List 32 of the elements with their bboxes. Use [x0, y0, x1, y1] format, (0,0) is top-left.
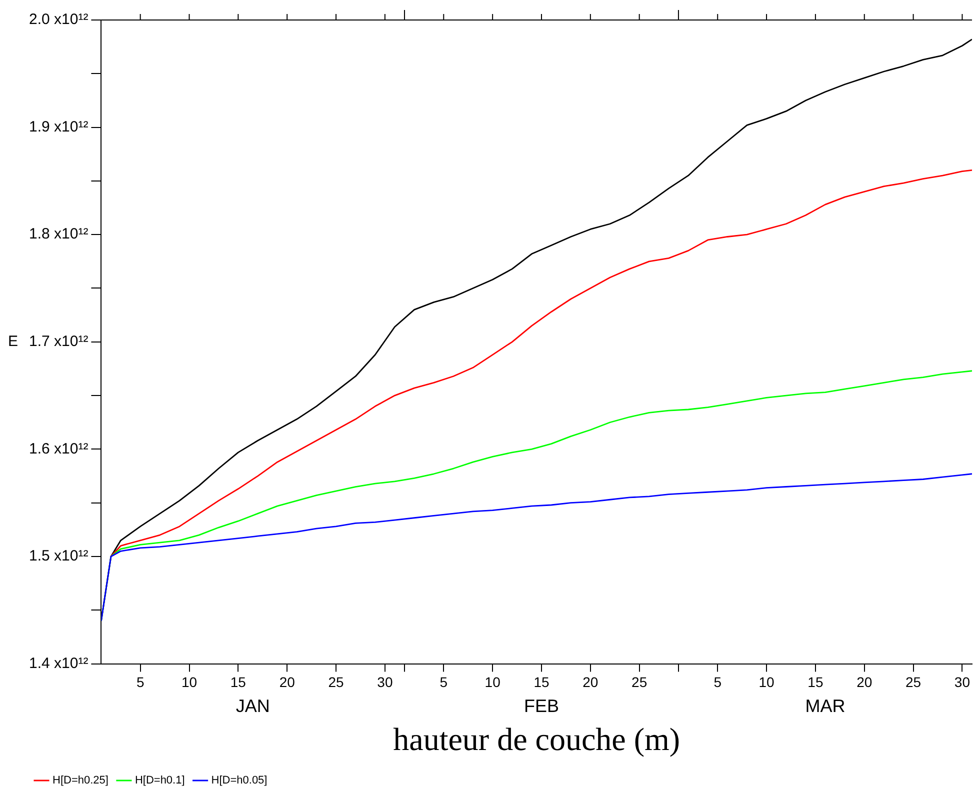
x-tick-label: 5 [714, 674, 722, 690]
x-tick-label: 20 [856, 674, 872, 690]
x-tick-label: 15 [808, 674, 824, 690]
x-tick-label: 30 [954, 674, 970, 690]
text: FEB [524, 696, 559, 716]
x-axis-title: hauteur de couche (m) [393, 721, 680, 758]
y-tick-label: 1.7 x10¹² [28, 333, 88, 350]
y-tick-label: 1.5 x10¹² [28, 548, 88, 565]
y-tick-label: 1.6 x10¹² [28, 440, 88, 458]
text: JAN [236, 696, 270, 716]
x-tick-label: 5 [136, 674, 144, 690]
x-tick-label: 25 [906, 674, 922, 690]
x-tick-label: 25 [632, 674, 648, 690]
x-tick-label: 10 [484, 674, 501, 690]
x-tick-label: 10 [758, 674, 775, 690]
x-tick-label: 20 [582, 674, 598, 690]
y-axis-title: E [8, 333, 18, 350]
legend-label: H[D=h0.25] [52, 774, 108, 787]
text: MAR [805, 696, 846, 716]
x-tick-label: 15 [534, 674, 550, 690]
legend-label: H[D=h0.1] [134, 774, 185, 787]
legend-label: H[D=h0.05] [211, 774, 268, 787]
x-tick-label: 10 [181, 674, 198, 690]
y-tick-label: 1.4 x10¹² [28, 654, 88, 672]
x-tick-label: 25 [328, 674, 344, 690]
x-tick-label: 5 [440, 674, 448, 690]
y-tick-label: 2.0 x10¹² [28, 11, 88, 28]
x-tick-label: 15 [230, 674, 246, 690]
y-tick-label: 1.9 x10¹² [28, 118, 88, 136]
y-tick-label: 1.8 x10¹² [28, 226, 88, 243]
x-tick-label: 30 [377, 674, 393, 690]
x-tick-label: 20 [279, 674, 296, 690]
